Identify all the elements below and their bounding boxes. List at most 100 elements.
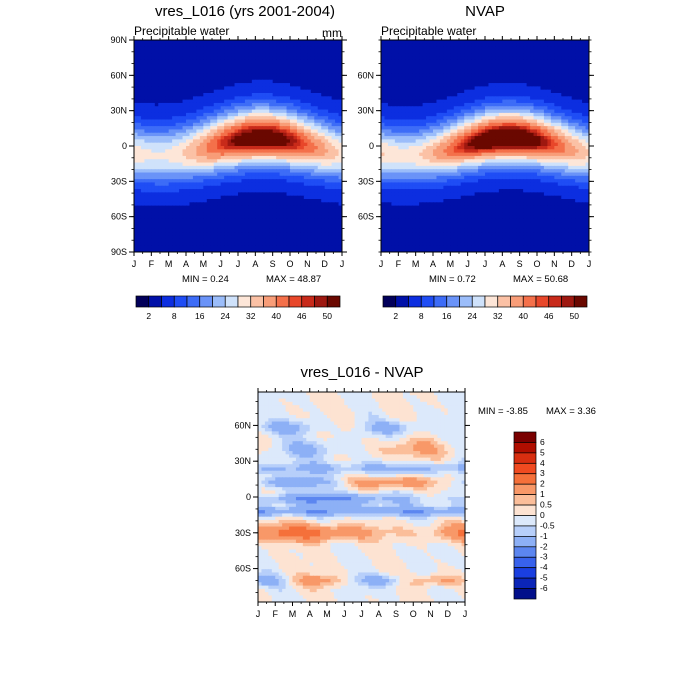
field-cell [227, 89, 232, 94]
field-cell [412, 46, 417, 51]
field-cell [144, 59, 149, 64]
field-cell [140, 205, 145, 210]
field-cell [328, 225, 333, 230]
field-cell [533, 73, 538, 78]
field-cell [158, 222, 163, 227]
field-cell [293, 225, 298, 230]
field-cell [328, 222, 333, 227]
field-cell [241, 155, 246, 160]
field-cell [137, 40, 142, 44]
field-cell [279, 218, 284, 223]
field-cell [192, 146, 197, 150]
field-cell [172, 122, 177, 127]
field-cell [137, 136, 142, 140]
field-cell [310, 245, 315, 250]
field-cell [206, 86, 211, 91]
field-cell [137, 126, 142, 131]
field-cell [206, 119, 211, 124]
field-cell [296, 225, 301, 230]
field-cell [224, 129, 229, 134]
field-cell [290, 112, 295, 117]
field-cell [179, 116, 184, 121]
field-cell [384, 66, 389, 71]
field-cell [179, 215, 184, 220]
field-cell [290, 73, 295, 78]
field-cell [519, 59, 524, 64]
field-cell [231, 112, 236, 117]
field-cell [276, 215, 281, 220]
field-cell [134, 245, 139, 250]
field-cell [331, 93, 336, 97]
field-cell [258, 89, 263, 94]
field-cell [168, 136, 173, 140]
field-cell [258, 182, 263, 187]
field-cell [296, 245, 301, 250]
field-cell [244, 129, 249, 134]
field-cell [290, 66, 295, 71]
field-cell [161, 66, 166, 71]
field-cell [213, 199, 218, 203]
field-cell [220, 248, 225, 252]
field-cell [248, 116, 253, 121]
field-cell [206, 208, 211, 213]
field-cell [217, 212, 222, 217]
field-cell [161, 215, 166, 220]
field-cell [321, 69, 326, 74]
field-cell [530, 56, 535, 61]
field-cell [217, 222, 222, 227]
field-cell [279, 129, 284, 134]
field-cell [290, 40, 295, 44]
field-cell [516, 63, 521, 68]
field-cell [196, 59, 201, 64]
field-cell [186, 109, 191, 114]
field-cell [303, 248, 308, 252]
field-cell [269, 53, 274, 58]
field-cell [144, 139, 149, 144]
field-cell [317, 83, 322, 87]
field-cell [314, 132, 319, 137]
field-cell [189, 202, 194, 207]
field-cell [182, 109, 187, 114]
field-cell [140, 43, 145, 48]
field-cell [296, 63, 301, 68]
field-cell [182, 106, 187, 111]
field-cell [286, 159, 291, 164]
field-cell [290, 199, 295, 203]
field-cell [227, 139, 232, 144]
field-cell [258, 96, 263, 101]
field-cell [217, 175, 222, 180]
field-cell [203, 86, 208, 91]
field-cell [196, 242, 201, 246]
field-cell [144, 215, 149, 220]
field-cell [331, 63, 336, 68]
field-cell [446, 69, 451, 74]
field-cell [168, 69, 173, 74]
field-cell [571, 79, 576, 84]
field-cell [244, 238, 249, 243]
field-cell [244, 248, 249, 252]
field-cell [279, 149, 284, 154]
field-cell [251, 136, 256, 140]
field-cell [265, 189, 270, 193]
field-cell [478, 56, 483, 61]
field-cell [269, 129, 274, 134]
field-cell [324, 142, 329, 147]
field-cell [189, 56, 194, 61]
field-cell [179, 142, 184, 147]
field-cell [460, 40, 465, 44]
field-cell [331, 69, 336, 74]
field-cell [199, 169, 204, 174]
field-cell [335, 66, 340, 71]
field-cell [189, 59, 194, 64]
field-cell [206, 165, 211, 170]
field-cell [300, 76, 305, 81]
field-cell [199, 195, 204, 200]
field-cell [182, 63, 187, 68]
field-cell [335, 129, 340, 134]
field-cell [296, 116, 301, 121]
field-cell [571, 89, 576, 94]
field-cell [248, 49, 253, 54]
field-cell [307, 215, 312, 220]
field-cell [175, 136, 180, 140]
field-cell [147, 102, 152, 107]
